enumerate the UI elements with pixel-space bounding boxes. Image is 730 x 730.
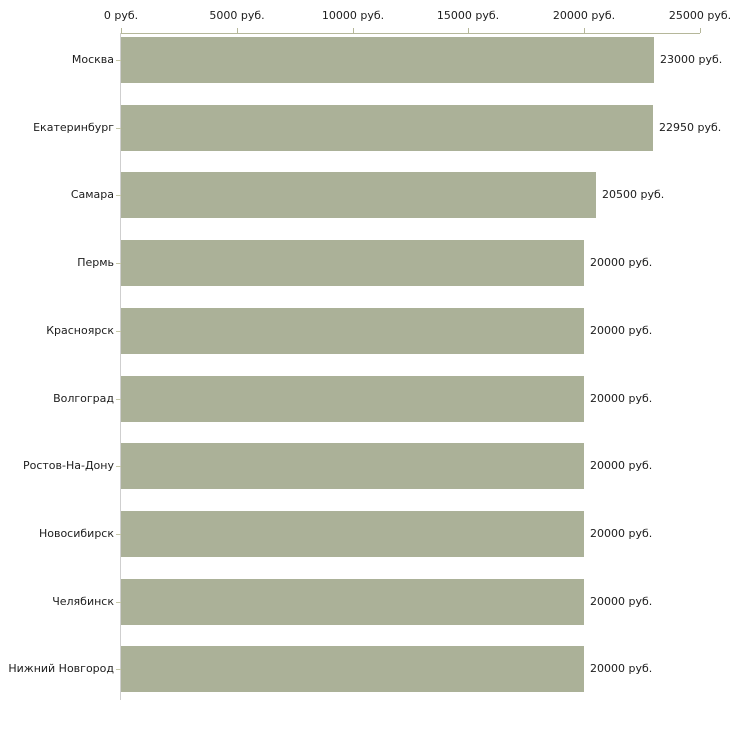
value-label: 20500 руб. <box>602 188 665 201</box>
category-tick <box>116 534 121 535</box>
category-tick <box>116 331 121 332</box>
bar <box>121 37 654 83</box>
category-tick <box>116 399 121 400</box>
x-axis-tick-label: 10000 руб. <box>321 9 385 22</box>
x-axis-tick <box>700 28 701 33</box>
bar <box>121 443 584 489</box>
x-axis-tick <box>237 28 238 33</box>
value-label: 20000 руб. <box>590 527 653 540</box>
x-axis-tick <box>121 28 122 33</box>
bar <box>121 105 653 151</box>
bar <box>121 579 584 625</box>
x-axis-tick <box>584 28 585 33</box>
bar <box>121 308 584 354</box>
y-axis-line <box>120 33 121 700</box>
category-tick <box>116 195 121 196</box>
category-label: Ростов-На-Дону <box>22 459 114 472</box>
category-label: Челябинск <box>52 595 114 608</box>
x-axis-tick <box>468 28 469 33</box>
value-label: 20000 руб. <box>590 595 653 608</box>
x-axis-tick-label: 5000 руб. <box>209 9 265 22</box>
bar <box>121 376 584 422</box>
bar <box>121 646 584 692</box>
x-axis-tick <box>353 28 354 33</box>
value-label: 20000 руб. <box>590 324 653 337</box>
category-tick <box>116 602 121 603</box>
value-label: 23000 руб. <box>660 53 723 66</box>
category-tick <box>116 263 121 264</box>
category-label: Новосибирск <box>38 527 114 540</box>
category-tick <box>116 669 121 670</box>
value-label: 20000 руб. <box>590 459 653 472</box>
value-label: 20000 руб. <box>590 662 653 675</box>
category-label: Пермь <box>77 256 114 269</box>
category-label: Самара <box>70 188 114 201</box>
category-tick <box>116 128 121 129</box>
x-axis-tick-label: 15000 руб. <box>436 9 500 22</box>
x-axis-line <box>121 33 700 34</box>
category-label: Волгоград <box>53 392 114 405</box>
value-label: 20000 руб. <box>590 256 653 269</box>
x-axis-tick-label: 0 руб. <box>103 9 139 22</box>
value-label: 22950 руб. <box>659 121 722 134</box>
bar <box>121 511 584 557</box>
category-label: Красноярск <box>46 324 114 337</box>
x-axis-tick-label: 25000 руб. <box>668 9 730 22</box>
value-label: 20000 руб. <box>590 392 653 405</box>
bar <box>121 240 584 286</box>
category-tick <box>116 60 121 61</box>
category-label: Нижний Новгород <box>8 662 114 675</box>
bar <box>121 172 596 218</box>
category-label: Москва <box>71 53 114 66</box>
category-tick <box>116 466 121 467</box>
x-axis-tick-label: 20000 руб. <box>552 9 616 22</box>
category-label: Екатеринбург <box>33 121 114 134</box>
